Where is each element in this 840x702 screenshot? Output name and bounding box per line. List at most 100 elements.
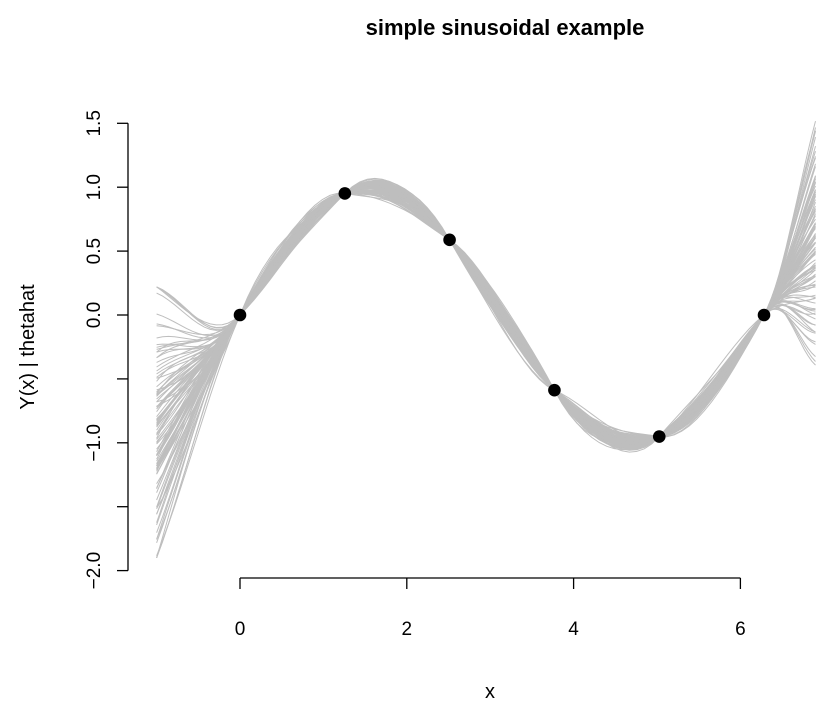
sample-curve (156, 180, 816, 443)
sample-curve (156, 187, 816, 448)
observed-point (338, 187, 352, 200)
sample-curve (156, 192, 816, 448)
sample-curve (156, 183, 816, 440)
sample-curve (156, 182, 816, 444)
sample-curve (156, 186, 816, 442)
sample-curve (156, 188, 816, 489)
sample-curve (156, 191, 816, 442)
sample-curve (156, 183, 816, 466)
sample-curve (156, 191, 816, 456)
sample-curve (156, 191, 816, 448)
sample-curve (156, 187, 816, 439)
x-tick-label: 0 (235, 619, 246, 640)
y-axis-label: Y(x) | thetahat (17, 284, 39, 410)
sample-curve (156, 178, 816, 456)
sample-curve (156, 183, 816, 439)
observed-point (652, 430, 666, 443)
sample-curve (156, 192, 816, 533)
sample-curve (156, 182, 816, 451)
sample-curve (156, 182, 816, 442)
sample-curve (156, 189, 816, 462)
sample-curve (156, 187, 816, 447)
sample-curve (156, 184, 816, 441)
sample-curve (156, 191, 816, 543)
sample-curve (156, 192, 816, 441)
sample-curve (156, 190, 816, 440)
y-axis: −2.0 −1.0 0.0 0.5 1.0 1.5 (84, 110, 129, 590)
sample-curve (156, 192, 816, 523)
sample-curve (156, 184, 816, 453)
sample-curve (156, 184, 816, 469)
y-tick-label: 0.5 (84, 238, 105, 264)
sample-curve (156, 188, 816, 442)
y-tick-label: 1.0 (84, 174, 105, 200)
sample-curve (156, 192, 816, 443)
sample-curve (156, 187, 816, 457)
sample-curve (156, 185, 816, 444)
observed-points (233, 187, 771, 443)
sample-curve (156, 182, 816, 443)
sample-curve (156, 177, 816, 438)
sample-curve (156, 184, 816, 558)
posterior-samples (156, 120, 816, 558)
sample-curve (156, 186, 816, 540)
sample-curve (156, 151, 816, 474)
sample-curve (156, 183, 816, 449)
sample-curve (156, 181, 816, 484)
sample-curve (156, 191, 816, 460)
sample-curve (156, 189, 816, 451)
sample-curve (156, 185, 816, 439)
sample-curve (156, 190, 816, 558)
sample-curve (156, 184, 816, 467)
sample-curve (156, 187, 816, 444)
sample-curve (156, 184, 816, 441)
sample-curve (156, 191, 816, 526)
observed-point (233, 308, 247, 322)
sample-curve (156, 184, 816, 509)
sample-curve (156, 182, 816, 475)
x-tick-label: 2 (402, 619, 413, 640)
sample-curve (156, 184, 816, 445)
sample-curve (156, 180, 816, 438)
sample-curve (156, 186, 816, 445)
sample-curve (156, 183, 816, 446)
sample-curve (156, 182, 816, 443)
sample-curve (156, 184, 816, 443)
x-tick-label: 6 (735, 619, 746, 640)
observed-point (443, 233, 456, 247)
sample-curve (156, 186, 816, 441)
sample-curve (156, 182, 816, 444)
sample-curve (156, 192, 816, 439)
sample-curve (156, 186, 816, 447)
sample-curve (156, 163, 816, 515)
sample-curve (156, 186, 816, 443)
sample-curve (156, 130, 816, 558)
x-axis-label: x (485, 681, 495, 702)
observed-point (548, 383, 561, 397)
y-tick-label: 1.5 (84, 110, 105, 136)
sample-curve (156, 175, 816, 443)
sample-curve (156, 184, 816, 445)
sample-curve (156, 186, 816, 444)
sample-curve (156, 186, 816, 556)
sample-curve (156, 187, 816, 444)
observed-point (757, 308, 771, 322)
sample-curve (156, 184, 816, 456)
y-tick-label: 0.0 (84, 302, 105, 328)
sample-curve (156, 186, 816, 471)
sample-curve (156, 177, 816, 440)
sample-curve (156, 182, 816, 493)
sample-curve (156, 179, 816, 501)
sample-curve (156, 189, 816, 508)
y-tick-label: −2.0 (84, 552, 105, 590)
sample-curve (156, 187, 816, 438)
sample-curve (156, 187, 816, 443)
sample-curve (156, 187, 816, 448)
sample-curve (156, 184, 816, 443)
sample-curve (156, 181, 816, 489)
x-axis: 0 2 4 6 (235, 577, 746, 640)
sample-curve (156, 189, 816, 443)
sample-curve (156, 180, 816, 441)
sample-curve (156, 181, 816, 450)
